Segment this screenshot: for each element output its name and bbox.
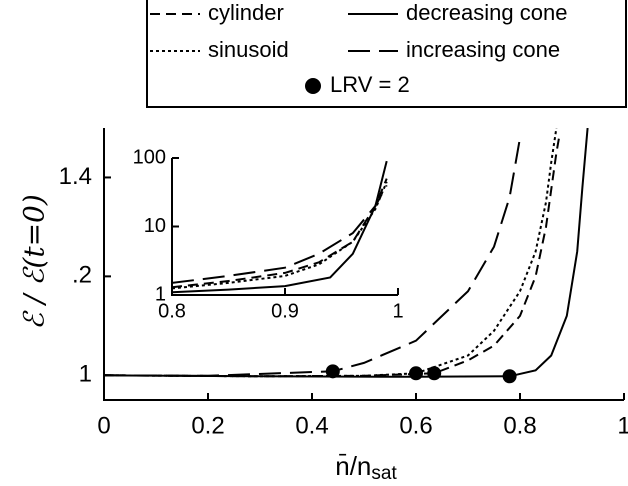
legend-label: sinusoid (208, 37, 289, 62)
marker-point (502, 369, 517, 384)
legend-label: decreasing cone (406, 0, 567, 25)
y-tick-label: .2 (72, 262, 92, 289)
y-tick-label: 1 (155, 283, 166, 305)
plot-area (172, 160, 388, 294)
legend-marker (305, 78, 321, 94)
marker-point (427, 366, 442, 381)
x-tick-label: 0.4 (295, 412, 328, 439)
x-tick-label: 0.8 (503, 412, 536, 439)
legend-box (146, 0, 627, 108)
line-series (104, 137, 521, 377)
x-tick-label: 1 (617, 412, 628, 439)
legend-label: LRV = 2 (330, 72, 410, 97)
x-axis-label: n̄/nsat (335, 451, 397, 484)
x-tick-label: 1 (392, 300, 403, 322)
y-tick-label: 1 (79, 361, 92, 388)
x-axis-label-main: n̄/n (335, 451, 371, 481)
line-series (104, 128, 558, 378)
marker-point (325, 364, 340, 379)
y-tick-label: 1.4 (59, 163, 92, 190)
y-tick-label: 10 (144, 215, 166, 237)
x-tick-label: 0.2 (191, 412, 224, 439)
x-tick-label: 0 (97, 412, 110, 439)
line-series (172, 181, 388, 290)
x-tick-label: 0.9 (271, 300, 299, 322)
legend-label: increasing cone (406, 37, 560, 62)
legend-label: cylinder (208, 0, 284, 25)
x-axis-label-sub: sat (371, 463, 397, 484)
y-tick-label: 100 (133, 146, 166, 168)
x-tick-label: 0.8 (158, 300, 186, 322)
y-axis-label: ℰ / ℰ(t=0) (18, 194, 51, 330)
x-tick-label: 0.6 (399, 412, 432, 439)
line-series (172, 184, 388, 284)
marker-point (409, 366, 423, 381)
